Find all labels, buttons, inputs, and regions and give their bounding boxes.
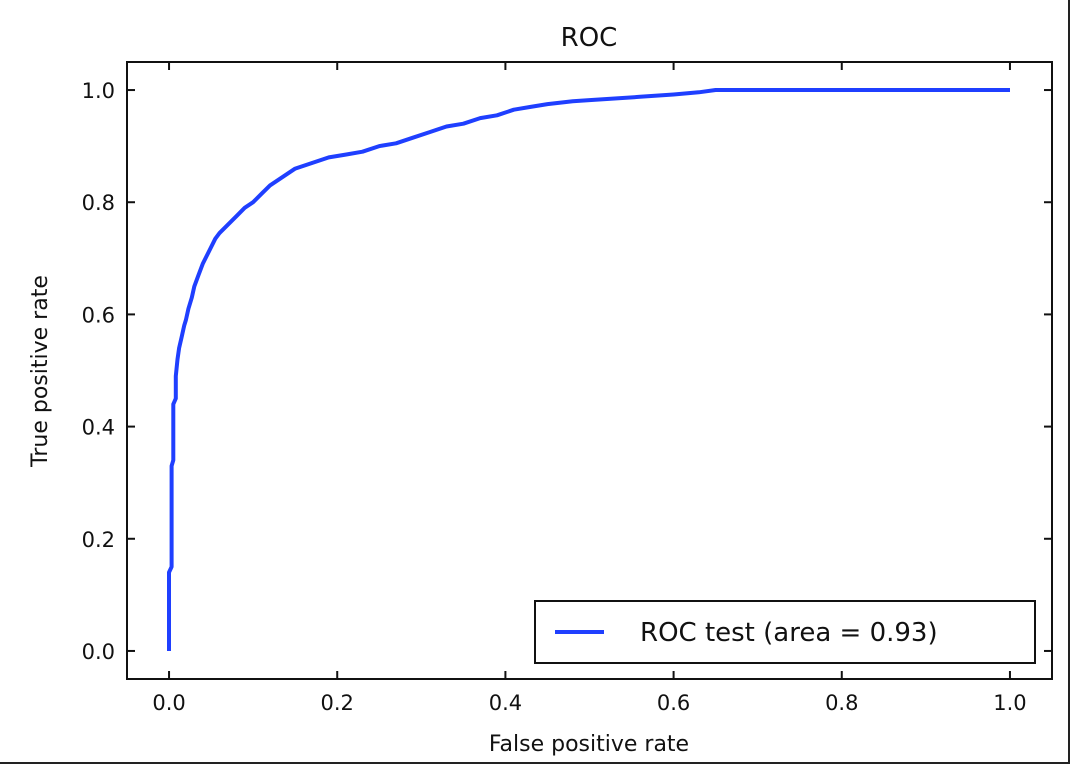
- x-tick-label: 0.2: [321, 691, 354, 715]
- legend-box: [534, 600, 1036, 664]
- y-tick-label: 0.2: [82, 528, 115, 552]
- axes-frame: [126, 61, 1053, 680]
- y-tick-label: 0.4: [82, 416, 115, 440]
- x-tick-label: 0.0: [152, 691, 185, 715]
- x-tick-label: 0.6: [657, 691, 690, 715]
- x-axis-label: False positive rate: [489, 732, 689, 757]
- x-tick-label: 0.4: [489, 691, 522, 715]
- legend-label: ROC test (area = 0.93): [640, 618, 938, 648]
- chart-title: ROC: [561, 23, 618, 53]
- y-axis-label: True positive rate: [28, 275, 53, 468]
- series-layer: [167, 88, 1010, 651]
- axis-ticks: 0.0 0.2 0.4 0.6 0.8 1.0 0.0 0.2 0.4 0.6 0.8 1.0: [82, 62, 1052, 715]
- legend: ROC test (area = 0.93): [534, 600, 1036, 664]
- plot-area: 0.0 0.2 0.4 0.6 0.8 1.0 0.0 0.2 0.4 0.6 0.8 1.0: [82, 61, 1053, 715]
- y-tick-label: 0.8: [82, 191, 115, 215]
- y-tick-label: 0.0: [82, 640, 115, 664]
- y-tick-label: 0.6: [82, 303, 115, 327]
- roc-curve-line: [167, 88, 1010, 651]
- y-tick-label: 1.0: [82, 79, 115, 103]
- x-tick-label: 0.8: [825, 691, 858, 715]
- x-tick-label: 1.0: [993, 691, 1026, 715]
